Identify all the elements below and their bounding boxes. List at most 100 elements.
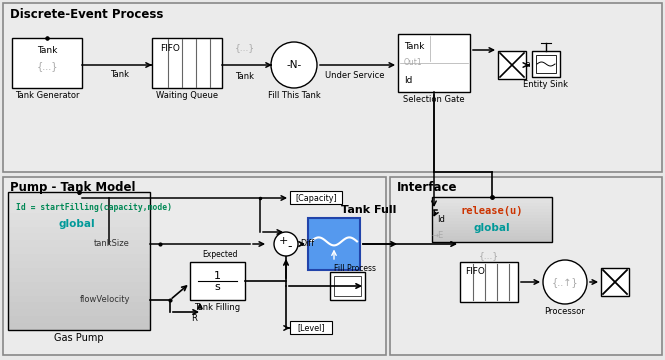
Text: global: global (58, 219, 94, 229)
Bar (432, 206, 552, 209)
Bar (432, 208, 552, 212)
Text: [Level]: [Level] (297, 324, 325, 333)
Bar (8, 274, 150, 282)
Bar (330, 272, 365, 300)
Text: -: - (288, 240, 292, 253)
Text: Out1: Out1 (404, 58, 423, 67)
Bar (536, 55, 556, 73)
Bar (398, 34, 470, 92)
Bar (152, 38, 222, 88)
Text: {...}: {...} (37, 61, 58, 71)
Bar (432, 233, 552, 236)
Text: {...}: {...} (235, 43, 255, 52)
Text: Tank Full: Tank Full (341, 205, 397, 215)
Text: FIFO: FIFO (160, 44, 180, 53)
Text: 1: 1 (214, 271, 221, 281)
Bar (432, 199, 552, 203)
Bar (8, 247, 150, 254)
Bar (601, 268, 629, 296)
Bar (8, 212, 150, 220)
Text: Tank Filling: Tank Filling (194, 302, 241, 311)
Bar (290, 321, 332, 334)
Bar (8, 226, 150, 233)
Bar (460, 262, 518, 302)
Text: {...}: {...} (479, 252, 499, 261)
Bar (8, 309, 150, 316)
Bar (8, 198, 150, 206)
Text: Tank: Tank (404, 41, 424, 50)
Bar (12, 38, 82, 88)
Bar (334, 276, 361, 296)
Text: -N-: -N- (287, 60, 302, 70)
Text: Gas Pump: Gas Pump (54, 333, 104, 343)
Text: Fill This Tank: Fill This Tank (267, 90, 321, 99)
Text: release(u): release(u) (461, 206, 523, 216)
Bar (432, 230, 552, 233)
Text: Selection Gate: Selection Gate (403, 95, 465, 104)
Text: tankSize: tankSize (94, 239, 130, 248)
Bar (3, 177, 386, 355)
Bar (8, 233, 150, 240)
Bar (8, 205, 150, 213)
Text: a: a (525, 59, 530, 68)
Circle shape (274, 232, 298, 256)
Text: Pump - Tank Model: Pump - Tank Model (10, 181, 136, 194)
Text: Tank: Tank (37, 45, 57, 54)
Bar (8, 302, 150, 309)
Text: Tank: Tank (110, 70, 130, 79)
Text: Tank Generator: Tank Generator (15, 90, 79, 99)
Bar (390, 177, 662, 355)
Text: Waiting Queue: Waiting Queue (156, 90, 218, 99)
Text: s: s (215, 282, 220, 292)
Bar (8, 240, 150, 247)
Bar (8, 316, 150, 323)
Text: Fill Process: Fill Process (334, 264, 376, 273)
Text: Diff: Diff (300, 239, 314, 248)
Text: [Capacity]: [Capacity] (295, 194, 337, 202)
Bar (3, 3, 662, 172)
Bar (8, 192, 150, 199)
Text: R: R (191, 314, 197, 323)
Bar (8, 267, 150, 275)
Text: flowVelocity: flowVelocity (80, 296, 130, 305)
Bar (432, 197, 552, 242)
Bar (432, 212, 552, 215)
Text: Expected: Expected (202, 250, 238, 259)
Bar (290, 191, 342, 204)
Text: FIFO: FIFO (465, 267, 485, 276)
Text: Entity Sink: Entity Sink (523, 80, 569, 89)
Bar (498, 51, 526, 79)
Bar (8, 323, 150, 330)
Bar (432, 220, 552, 224)
Bar (432, 239, 552, 242)
Text: {..↑}: {..↑} (552, 277, 579, 287)
Text: Discrete-Event Process: Discrete-Event Process (10, 8, 164, 21)
Bar (308, 218, 360, 270)
Text: Id: Id (437, 215, 445, 224)
Bar (8, 219, 150, 226)
Text: →E: →E (432, 231, 444, 240)
Bar (8, 295, 150, 302)
Text: Id: Id (404, 76, 412, 85)
Text: global: global (473, 223, 510, 233)
Text: Interface: Interface (397, 181, 458, 194)
Bar (432, 226, 552, 230)
Text: Under Service: Under Service (325, 71, 385, 80)
Bar (432, 202, 552, 206)
Bar (432, 197, 552, 200)
Text: Tank: Tank (235, 72, 255, 81)
Text: Id = startFilling(capacity,mode): Id = startFilling(capacity,mode) (16, 202, 172, 212)
Bar (432, 224, 552, 227)
Bar (8, 192, 150, 330)
Circle shape (271, 42, 317, 88)
Bar (432, 217, 552, 221)
Bar (8, 261, 150, 268)
Circle shape (543, 260, 587, 304)
Bar (8, 281, 150, 289)
Bar (532, 51, 560, 77)
Bar (8, 253, 150, 261)
Bar (190, 262, 245, 300)
Bar (8, 288, 150, 296)
Text: Processor: Processor (545, 307, 585, 316)
Bar (432, 235, 552, 239)
